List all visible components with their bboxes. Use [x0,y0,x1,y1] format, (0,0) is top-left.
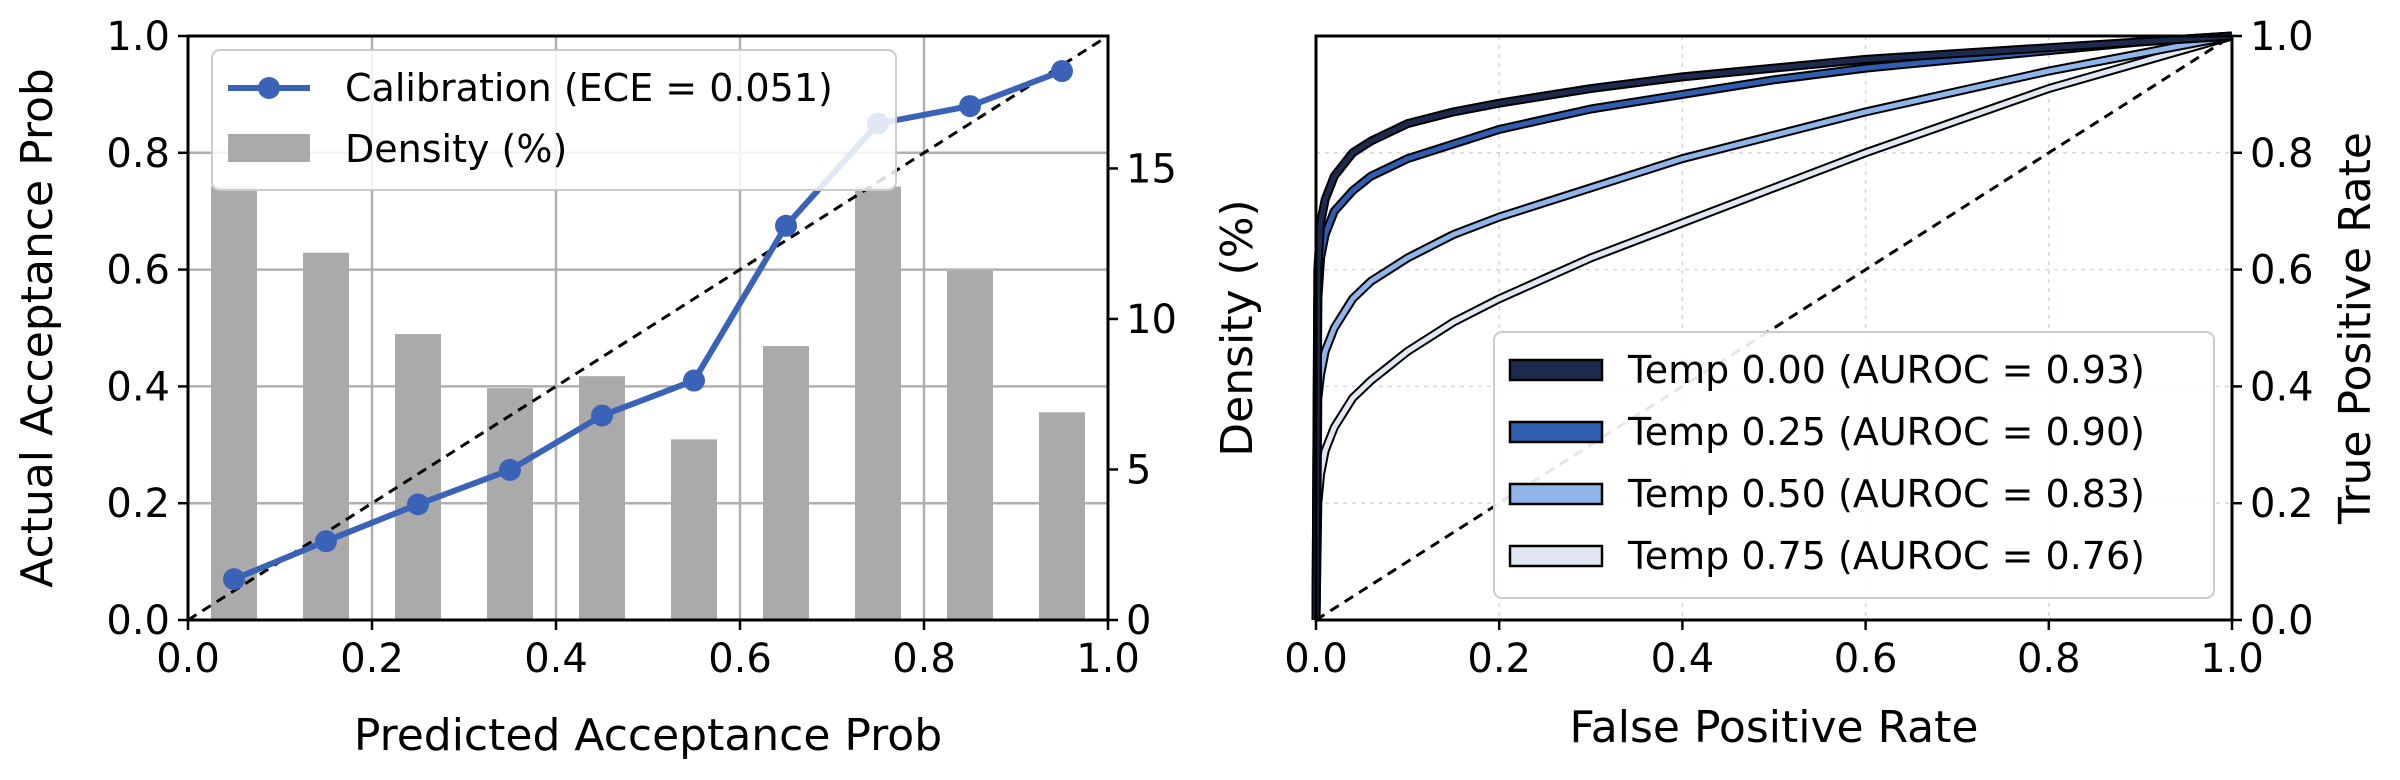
x-axis-label: False Positive Rate [1570,702,1979,753]
x-tick-label: 1.0 [1076,636,1140,682]
density-bar [947,270,993,620]
x-tick-label: 0.6 [1834,636,1898,682]
calibration-chart: 0.0 0.2 0.4 0.6 0.8 1.00.00.20.40.60.81.00510… [12,14,1263,761]
y2-tick-label: 0 [1126,598,1151,644]
calibration-line [232,68,1064,582]
x-tick-label: 0.0 [1284,636,1348,682]
calibration-point [959,95,981,118]
y2-tick-label: 10 [1126,297,1177,343]
density-bar [763,346,809,620]
legend-box [1493,331,2215,599]
x-tick-label: 0.2 [340,636,404,682]
y-tick-label: 1.0 [2250,14,2314,60]
legend-swatch [1508,358,1604,382]
legend-label: Temp 0.50 (AUROC = 0.83) [1627,472,2145,516]
density-bar [211,186,257,621]
y-tick-label: 1.0 [106,14,170,60]
calibration-point [223,568,245,591]
y-tick-label: 0.8 [2250,131,2314,177]
y-tick-label: 0.8 [106,131,170,177]
calibration-point [407,493,429,516]
y-tick-label: 0.0 [106,598,170,644]
roc-curve [1313,33,2233,621]
y-axis-label: True Positive Rate [2330,132,2381,525]
y-tick-label: 0.2 [106,481,170,527]
plot-frame [186,34,1110,622]
x-tick-label: 0.4 [524,636,588,682]
calibration-point [499,458,521,481]
x-tick-label: 1.0 [2200,636,2264,682]
legend-label-density: Density (%) [345,127,567,171]
x-tick-label: 0.0 [156,636,220,682]
density-bar [855,186,901,621]
x-tick-label: 0.8 [2017,636,2081,682]
density-bar [303,252,349,621]
roc-legend: Temp 0.00 (AUROC = 0.93) Temp 0.25 (AUROC… [1493,331,2215,599]
y-tick-label: 0.6 [2250,248,2314,294]
y-tick-label: 0.6 [106,248,170,294]
legend-marker-swatch [258,77,280,99]
x-tick-label: 0.6 [708,636,772,682]
density-bar [487,388,533,620]
y-axis-label: Actual Acceptance Prob [12,68,63,588]
y-tick-label: 0.0 [2250,598,2314,644]
legend-label: Temp 0.00 (AUROC = 0.93) [1627,348,2145,392]
density-bar [395,334,441,620]
calibration-point [1051,60,1073,83]
roc-chart: 0.0 0.2 0.4 0.6 0.8 1.00.00.20.40.60.81.0Fals… [1284,14,2381,753]
y-tick-label: 0.4 [106,364,170,410]
legend-label: Temp 0.75 (AUROC = 0.76) [1627,534,2145,578]
y2-tick-label: 15 [1126,146,1177,192]
calibration-point [775,214,797,237]
legend-bar-swatch [228,134,310,162]
roc-curve [1313,33,2233,621]
density-bar [671,439,717,620]
y2-axis-label: Density (%) [1212,199,1263,456]
calibration-legend: Calibration (ECE = 0.051) Density (%) [211,49,897,191]
calibration-point [591,404,613,427]
diagonal-reference-line [187,34,1109,622]
calibration-point [683,369,705,392]
legend-box [211,49,897,191]
y-tick-label: 0.4 [2250,364,2314,410]
legend-swatch [1508,482,1604,506]
calibration-point [315,530,337,553]
legend-swatch [1508,420,1604,444]
legend-label-calibration: Calibration (ECE = 0.051) [345,66,833,110]
x-axis-label: Predicted Acceptance Prob [354,710,942,761]
y2-tick-label: 5 [1126,447,1151,493]
density-bar [1039,412,1085,620]
roc-curve [1313,33,2233,621]
y-tick-label: 0.2 [2250,481,2314,527]
diagonal-reference-line [1315,34,2233,622]
x-tick-label: 0.4 [1651,636,1715,682]
x-tick-label: 0.8 [892,636,956,682]
plot-frame [1314,34,2234,622]
legend-swatch [1508,544,1604,568]
x-tick-label: 0.2 [1467,636,1531,682]
roc-curve [1313,33,2233,621]
legend-label: Temp 0.25 (AUROC = 0.90) [1627,410,2145,454]
